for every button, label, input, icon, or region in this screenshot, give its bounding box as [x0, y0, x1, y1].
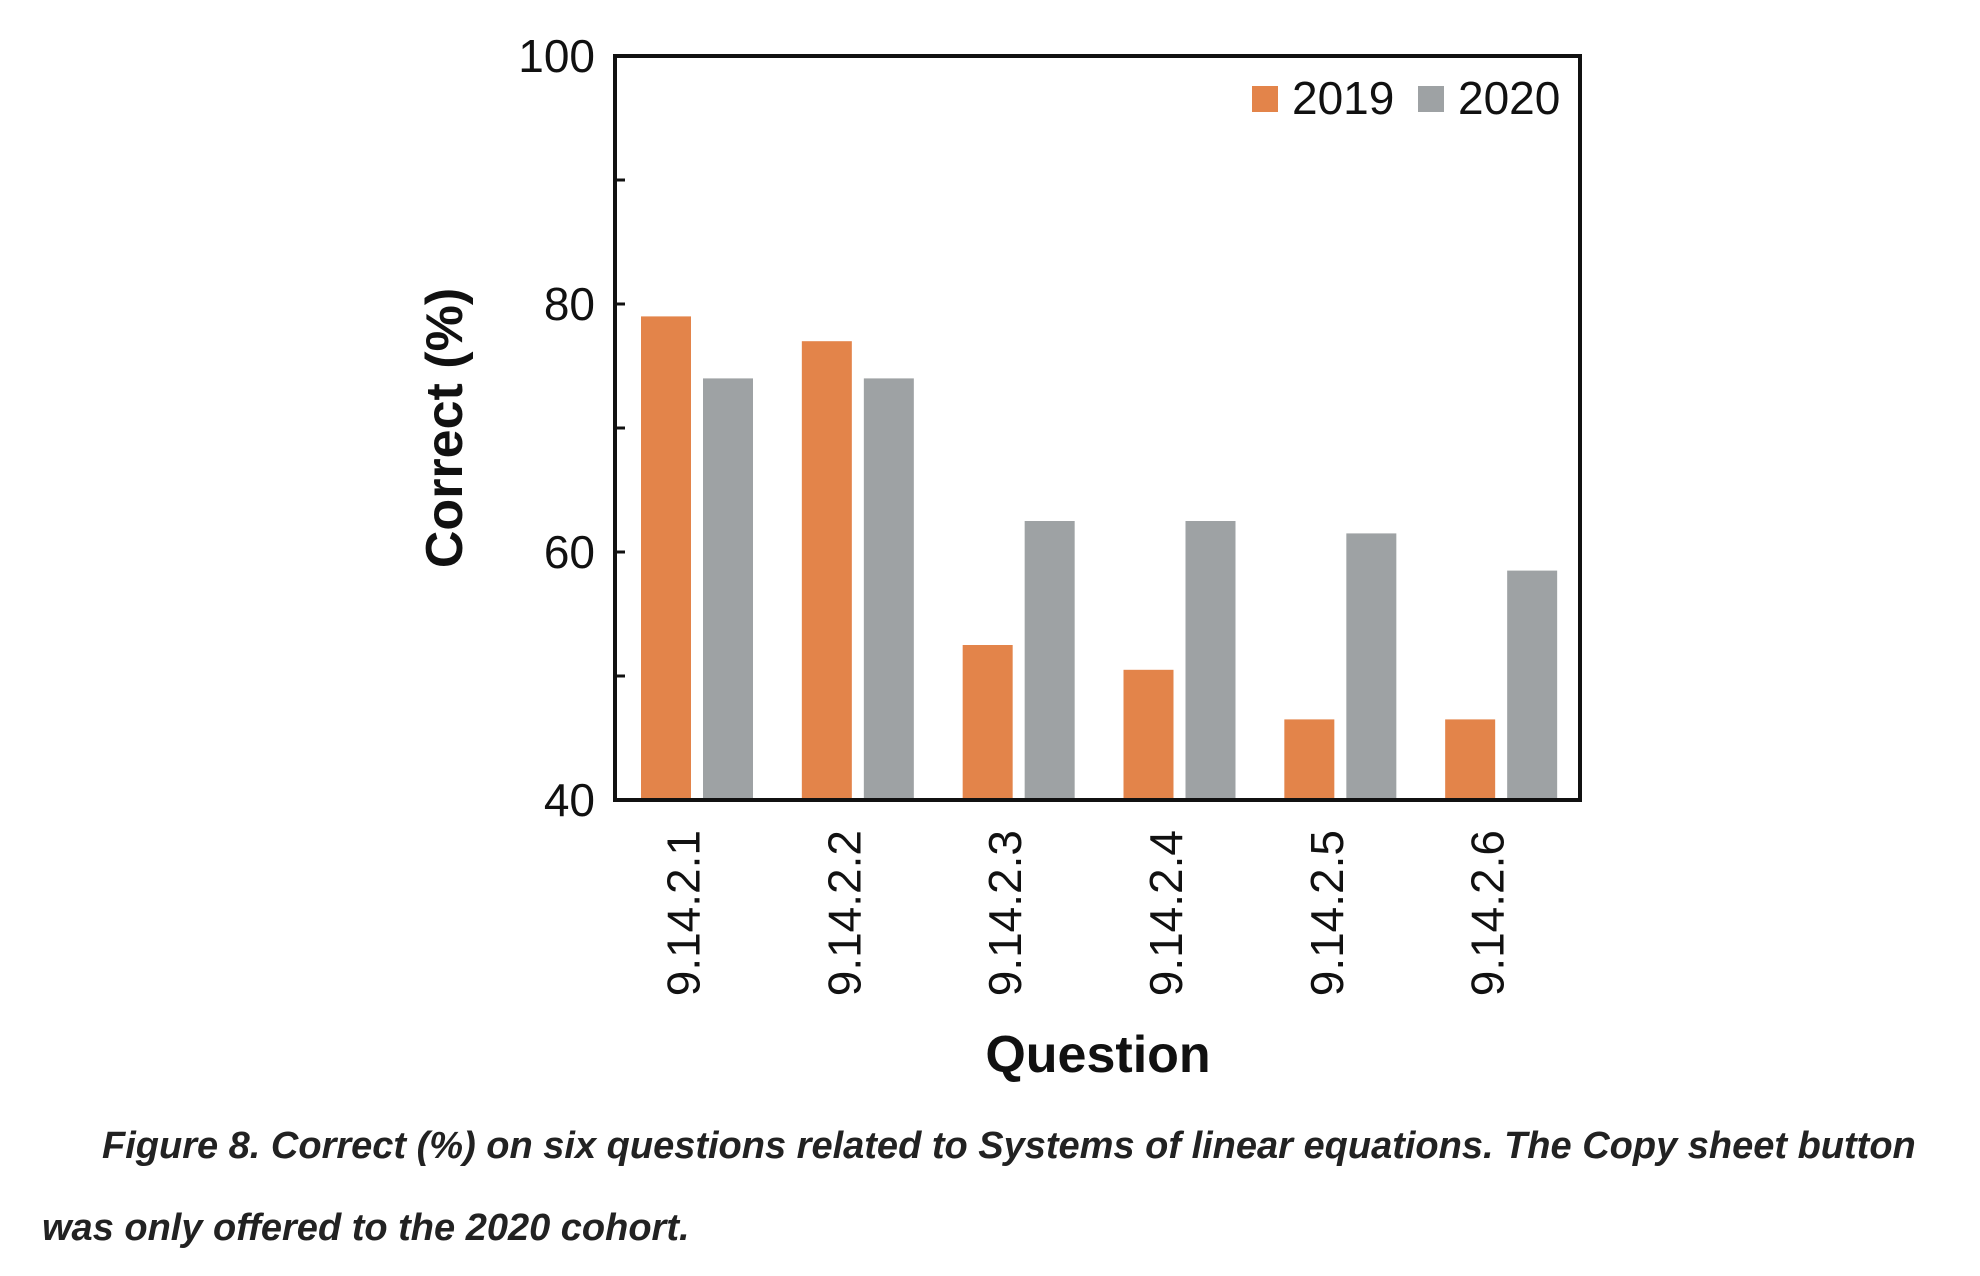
bar-2019-9.14.2.5	[1284, 719, 1335, 800]
bar-2020-9.14.2.4	[1185, 521, 1236, 800]
legend-swatch-2020	[1418, 86, 1444, 112]
legend-swatch-2019	[1252, 86, 1278, 112]
figure-caption: Figure 8. Correct (%) on six questions r…	[42, 1125, 1916, 1249]
x-axis-title: Question	[985, 1026, 1210, 1084]
x-tick-label-9.14.2.5: 9.14.2.5	[1301, 830, 1353, 996]
bar-2019-9.14.2.4	[1123, 669, 1174, 800]
bar-2020-9.14.2.5	[1346, 533, 1397, 800]
x-tick-label-9.14.2.1: 9.14.2.1	[657, 830, 709, 996]
y-tick-label-60: 60	[544, 526, 595, 578]
y-tick-label-40: 40	[544, 774, 595, 826]
y-axis: 40 60 80 100	[518, 30, 625, 826]
legend: 2019 2020	[1252, 72, 1560, 124]
bar-2020-9.14.2.6	[1507, 570, 1558, 800]
bar-2019-9.14.2.6	[1445, 719, 1496, 800]
x-tick-label-9.14.2.2: 9.14.2.2	[818, 830, 870, 996]
bar-2019-9.14.2.2	[801, 341, 852, 800]
x-axis: 9.14.2.1 9.14.2.2 9.14.2.3 9.14.2.4 9.14.2.5…	[657, 830, 1513, 996]
bars-layer	[641, 316, 1558, 800]
bar-2019-9.14.2.3	[962, 645, 1013, 800]
x-tick-label-9.14.2.6: 9.14.2.6	[1462, 830, 1514, 996]
legend-label-2020: 2020	[1458, 72, 1560, 124]
y-tick-label-100: 100	[518, 30, 595, 82]
bar-2020-9.14.2.3	[1024, 521, 1075, 800]
y-tick-label-80: 80	[544, 278, 595, 330]
bar-2020-9.14.2.2	[863, 378, 914, 800]
bar-2019-9.14.2.1	[641, 316, 691, 800]
x-tick-label-9.14.2.4: 9.14.2.4	[1140, 830, 1192, 996]
legend-label-2019: 2019	[1292, 72, 1394, 124]
plot-frame	[613, 54, 1582, 802]
bar-2020-9.14.2.1	[703, 378, 753, 800]
y-axis-title: Correct (%)	[416, 288, 474, 568]
x-tick-label-9.14.2.3: 9.14.2.3	[979, 830, 1031, 996]
